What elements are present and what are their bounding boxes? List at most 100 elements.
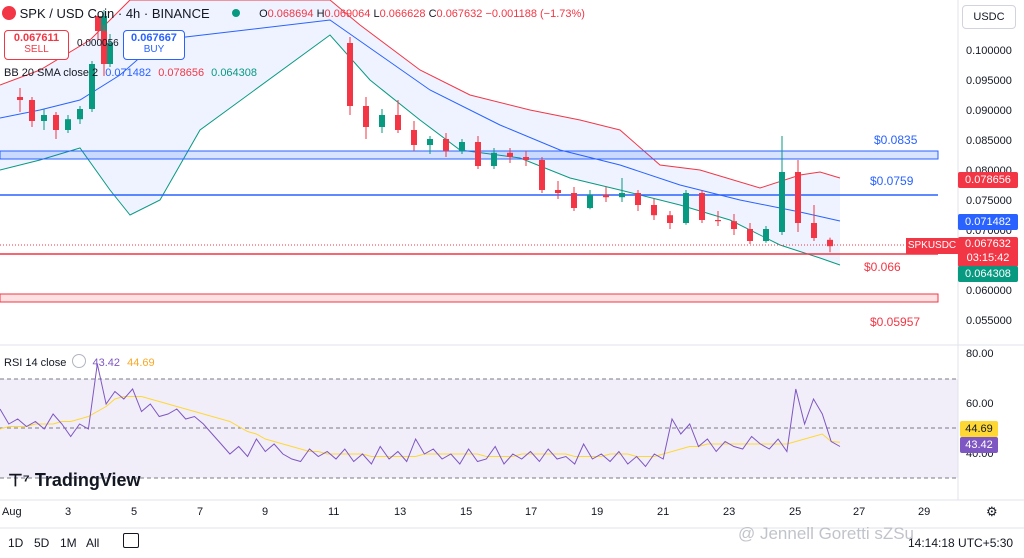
tf-1d[interactable]: 1D <box>8 536 24 550</box>
tf-all[interactable]: All <box>86 536 100 550</box>
bb-basis-price-tag: 0.071482 <box>958 214 1018 230</box>
candle-body <box>347 43 353 106</box>
candle-body <box>827 239 833 247</box>
candle-body <box>523 157 529 160</box>
buy-button[interactable]: 0.067667 BUY <box>123 30 185 60</box>
candle-body <box>41 115 47 121</box>
time-axis-label: 7 <box>197 506 204 518</box>
symbol-price-tag: SPKUSDC <box>906 238 958 254</box>
candle-body <box>101 31 107 64</box>
tf-5d[interactable]: 5D <box>34 536 50 550</box>
candles-group <box>17 10 833 253</box>
candle-body <box>475 142 481 166</box>
rsi-legend[interactable]: RSI 14 close 43.42 44.69 <box>4 354 155 369</box>
candle-body <box>77 109 83 120</box>
candle-body <box>363 106 369 127</box>
candle-body <box>731 221 737 229</box>
price-axis-label: 0.075000 <box>966 195 1012 207</box>
candle-body <box>29 100 35 121</box>
price-axis-label: 0.100000 <box>966 45 1012 57</box>
candle-body <box>89 64 95 109</box>
candle-body <box>379 115 385 127</box>
support-zone-05957[interactable] <box>0 293 939 303</box>
utc-clock[interactable]: 14:14:18 UTC+5:30 <box>908 536 1014 550</box>
candle-body <box>795 172 801 223</box>
price-axis-label: 0.095000 <box>966 75 1012 87</box>
candle-body <box>65 119 71 130</box>
candle-body <box>571 193 577 208</box>
level-label-0759: $0.0759 <box>870 174 914 188</box>
date-range-icon[interactable] <box>123 533 139 548</box>
time-axis-label: 3 <box>65 506 72 518</box>
candle-body <box>619 193 625 198</box>
time-axis-label: Aug <box>2 506 22 518</box>
time-axis-label: 15 <box>460 506 473 518</box>
rsi-value-tag: 43.42 <box>960 437 998 453</box>
rsi-ma-tag: 44.69 <box>960 421 998 437</box>
candle-body <box>95 16 101 31</box>
candle-body <box>395 115 401 130</box>
level-label-05957: $0.05957 <box>870 315 921 329</box>
price-axis-label: 0.060000 <box>966 285 1012 297</box>
currency-selector[interactable]: USDC <box>962 5 1016 29</box>
rsi-line <box>0 363 841 468</box>
time-axis-label: 27 <box>853 506 866 518</box>
candle-body <box>411 130 417 145</box>
last-price-tag: 0.067632 03:15:42 <box>958 237 1018 267</box>
rsi-legend-icon <box>72 354 87 368</box>
tradingview-logo[interactable]: ⊤⁷ TradingView <box>8 470 141 490</box>
level-label-0835: $0.0835 <box>874 133 918 147</box>
candle-body <box>491 152 497 166</box>
market-status-icon <box>232 9 240 17</box>
symbol-title[interactable]: SPK / USD Coin · 4h · BINANCE <box>19 6 210 21</box>
candle-body <box>811 223 817 238</box>
candle-body <box>635 193 641 205</box>
bb-legend[interactable]: BB 20 SMA close 2 0.071482 0.078656 0.06… <box>4 67 258 79</box>
time-axis-label: 13 <box>394 506 407 518</box>
candle-body <box>459 142 465 151</box>
rsi-ma-line <box>0 396 841 457</box>
time-axis-label: 25 <box>789 506 802 518</box>
candle-body <box>17 97 23 100</box>
rsi-axis-label-80: 80.00 <box>966 348 994 360</box>
bb-lower-price-tag: 0.064308 <box>958 266 1018 282</box>
level-label-066: $0.066 <box>864 260 901 274</box>
rsi-axis-label-60: 60.00 <box>966 398 994 410</box>
candle-body <box>603 194 609 198</box>
time-axis-label: 11 <box>328 506 340 518</box>
sell-button[interactable]: 0.067611 SELL <box>4 30 69 60</box>
resistance-zone-0835[interactable] <box>0 150 939 160</box>
time-axis-label: 17 <box>525 506 538 518</box>
bollinger-lower-line <box>0 34 841 266</box>
candle-body <box>107 43 113 64</box>
watermark: @ Jennell Goretti sZSu <box>738 524 914 543</box>
candle-body <box>715 220 721 222</box>
time-axis-label: 19 <box>591 506 604 518</box>
time-axis-label: 9 <box>262 506 269 518</box>
bollinger-band-fill <box>0 0 840 265</box>
time-axis-label: 21 <box>657 506 670 518</box>
symbol-header[interactable]: SPK / USD Coin · 4h · BINANCE <box>2 6 210 21</box>
bollinger-upper-line <box>0 0 841 189</box>
candle-body <box>587 194 593 208</box>
tradingview-logo-icon: ⊤⁷ <box>8 471 30 490</box>
price-axis-label: 0.085000 <box>966 135 1012 147</box>
candle-body <box>683 193 689 223</box>
tf-1m[interactable]: 1M <box>60 536 77 550</box>
time-axis-label: 29 <box>918 506 931 518</box>
candle-body <box>427 139 433 145</box>
chart-settings-icon[interactable]: ⚙ <box>986 504 998 519</box>
candle-body <box>747 229 753 241</box>
candle-body <box>699 193 705 220</box>
spread-value: 0.000056 <box>77 38 119 49</box>
candle-body <box>651 205 657 216</box>
ohlc-readout: O0.068694 H0.069064 L0.066628 C0.067632 … <box>232 8 585 20</box>
time-axis-label: 5 <box>131 506 138 518</box>
candle-body <box>539 160 545 190</box>
bb-upper-price-tag: 0.078656 <box>958 172 1018 188</box>
price-axis-label: 0.055000 <box>966 315 1012 327</box>
time-axis-label: 23 <box>723 506 736 518</box>
candle-body <box>53 115 59 130</box>
price-axis-label: 0.090000 <box>966 105 1012 117</box>
